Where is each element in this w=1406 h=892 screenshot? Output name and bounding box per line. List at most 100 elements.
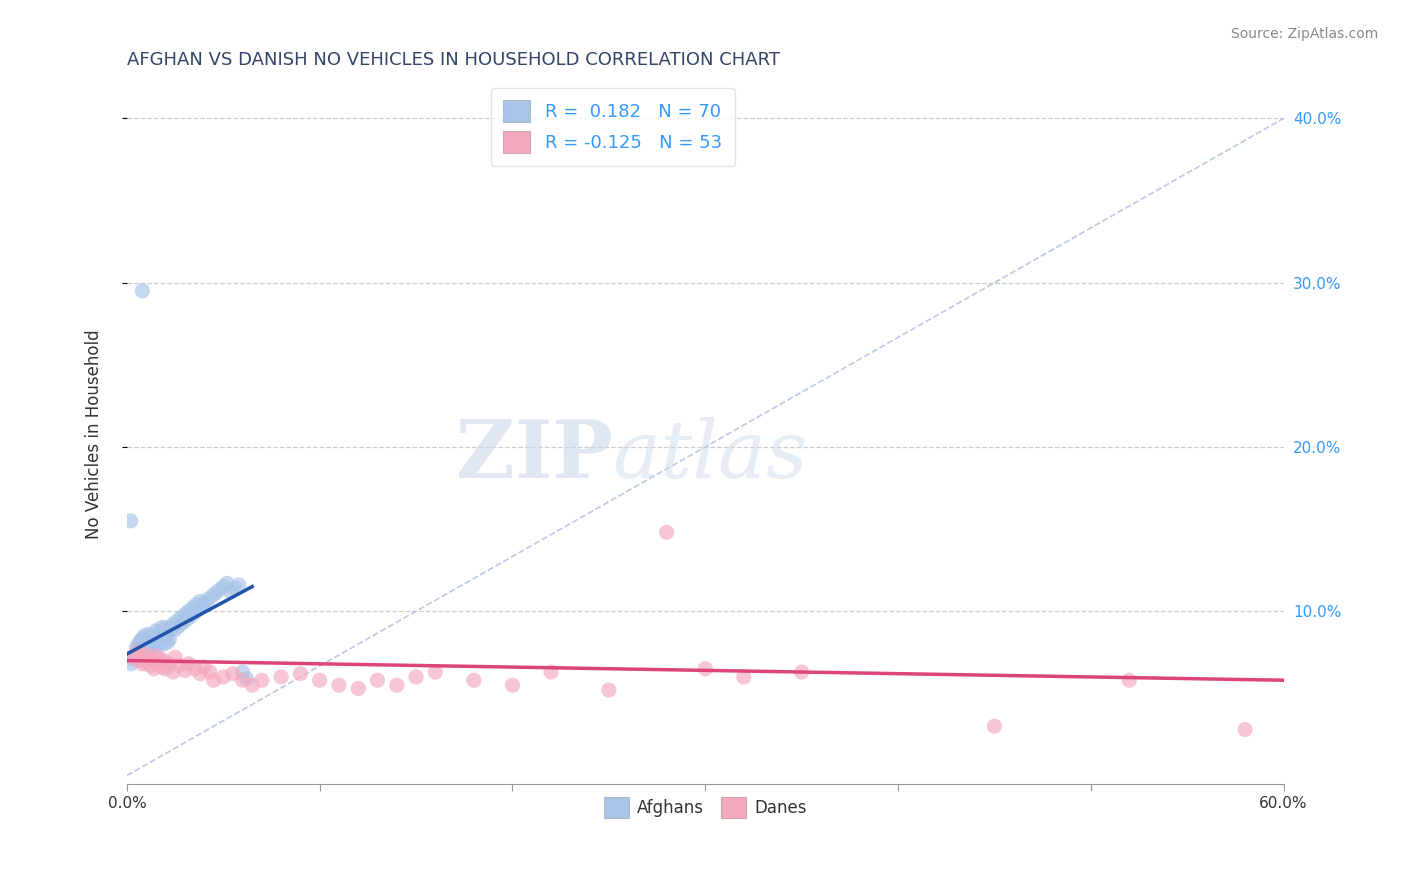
Point	[172, 615, 194, 630]
Point	[145, 633, 167, 648]
Point	[135, 655, 157, 669]
Point	[125, 645, 148, 659]
Point	[131, 642, 153, 657]
Point	[120, 657, 142, 671]
Point	[155, 662, 177, 676]
Point	[127, 637, 149, 651]
Point	[124, 648, 146, 663]
Point	[167, 619, 190, 633]
Point	[224, 581, 246, 595]
Point	[983, 719, 1005, 733]
Point	[180, 609, 202, 624]
Point	[149, 633, 172, 648]
Point	[187, 602, 209, 616]
Point	[183, 606, 205, 620]
Point	[129, 648, 152, 663]
Point	[156, 627, 179, 641]
Point	[121, 650, 143, 665]
Point	[186, 598, 208, 612]
Point	[540, 665, 562, 679]
Point	[177, 657, 200, 671]
Point	[162, 665, 184, 679]
Point	[1118, 673, 1140, 688]
Point	[146, 629, 169, 643]
Point	[121, 652, 143, 666]
Point	[188, 594, 211, 608]
Point	[145, 648, 167, 663]
Point	[129, 639, 152, 653]
Point	[385, 678, 408, 692]
Point	[135, 633, 157, 648]
Point	[222, 666, 245, 681]
Point	[141, 653, 163, 667]
Point	[146, 639, 169, 653]
Point	[152, 637, 174, 651]
Point	[235, 672, 257, 686]
Point	[149, 652, 172, 666]
Point	[150, 632, 173, 647]
Point	[141, 637, 163, 651]
Point	[156, 635, 179, 649]
Point	[157, 657, 180, 671]
Point	[250, 673, 273, 688]
Point	[790, 665, 813, 679]
Point	[152, 627, 174, 641]
Point	[139, 642, 162, 657]
Point	[165, 622, 187, 636]
Point	[166, 614, 188, 628]
Point	[146, 657, 169, 671]
Point	[150, 660, 173, 674]
Point	[198, 665, 221, 679]
Point	[170, 611, 193, 625]
Point	[134, 637, 156, 651]
Point	[328, 678, 350, 692]
Point	[136, 650, 159, 665]
Point	[162, 617, 184, 632]
Point	[290, 666, 312, 681]
Point	[212, 580, 235, 594]
Point	[212, 670, 235, 684]
Text: Source: ZipAtlas.com: Source: ZipAtlas.com	[1230, 27, 1378, 41]
Point	[188, 666, 211, 681]
Point	[232, 673, 254, 688]
Point	[136, 639, 159, 653]
Point	[183, 662, 205, 676]
Point	[425, 665, 447, 679]
Point	[173, 664, 195, 678]
Point	[165, 650, 187, 665]
Point	[131, 632, 153, 647]
Point	[157, 624, 180, 638]
Point	[134, 647, 156, 661]
Point	[193, 660, 215, 674]
Point	[134, 629, 156, 643]
Point	[157, 632, 180, 647]
Point	[141, 629, 163, 643]
Point	[120, 514, 142, 528]
Point	[142, 640, 165, 655]
Point	[240, 678, 263, 692]
Point	[139, 658, 162, 673]
Point	[131, 284, 153, 298]
Point	[160, 621, 183, 635]
Point	[202, 673, 225, 688]
Point	[695, 662, 717, 676]
Text: AFGHAN VS DANISH NO VEHICLES IN HOUSEHOLD CORRELATION CHART: AFGHAN VS DANISH NO VEHICLES IN HOUSEHOL…	[127, 51, 780, 69]
Point	[150, 621, 173, 635]
Point	[201, 590, 224, 604]
Point	[655, 525, 678, 540]
Point	[193, 596, 215, 610]
Point	[228, 578, 250, 592]
Point	[197, 592, 219, 607]
Point	[733, 670, 755, 684]
Point	[308, 673, 330, 688]
Text: ZIP: ZIP	[456, 417, 613, 494]
Point	[463, 673, 485, 688]
Point	[136, 627, 159, 641]
Point	[167, 658, 190, 673]
Point	[347, 681, 370, 696]
Point	[270, 670, 292, 684]
Point	[176, 612, 198, 626]
Point	[1233, 723, 1256, 737]
Point	[501, 678, 523, 692]
Point	[145, 624, 167, 638]
